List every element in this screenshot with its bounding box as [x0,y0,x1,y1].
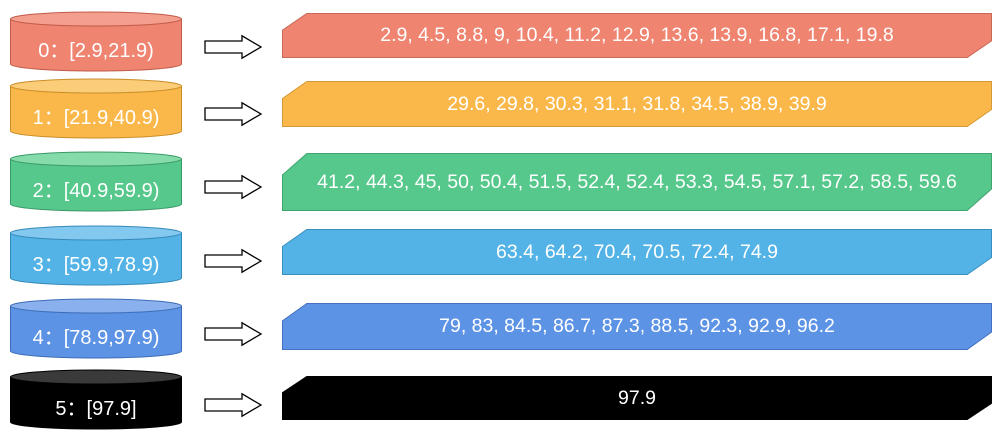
cylinder-shape [10,369,182,430]
cylinder-shape [10,151,182,212]
bucket-values-box: 97.9 [282,376,992,420]
arrow-shape [204,101,263,127]
arrow-shape [204,34,263,60]
bucket-cylinder: 0：[2.9,21.9) [10,11,182,72]
bucket-range-label: 1：[21.9,40.9) [32,107,160,129]
bucket-range-label: 4：[78.9,97.9) [32,327,160,349]
arrow-outline [204,248,263,274]
cylinder-body [10,305,182,359]
cylinder-body [10,158,182,212]
cylinder-top [10,369,182,385]
bucket-values-text: 63.4, 64.2, 70.4, 70.5, 72.4, 74.9 [496,240,778,263]
arrow-shape [204,248,263,274]
cylinder-body [10,232,182,286]
arrow-shape [204,321,263,347]
cylinder-shape [10,78,182,139]
right-arrow-icon [204,248,263,274]
bucket-range-label: 0：[2.9,21.9) [38,40,154,62]
arrow-outline [204,321,263,347]
right-arrow-icon [204,321,263,347]
arrow-outline [204,392,263,418]
right-arrow-icon [204,34,263,60]
arrow-outline [204,101,263,127]
bucket-values-text: 79, 83, 84.5, 86.7, 87.3, 88.5, 92.3, 92… [439,315,835,337]
bucket-cylinder: 3：[59.9,78.9) [10,225,182,286]
bucket-values-box: 41.2, 44.3, 45, 50, 50.4, 51.5, 52.4, 52… [282,153,992,211]
bucket-cylinder: 1：[21.9,40.9) [10,78,182,139]
cylinder-shape [10,11,182,72]
cylinder-top [10,78,182,94]
bucket-values-box: 63.4, 64.2, 70.4, 70.5, 72.4, 74.9 [282,229,992,275]
bucket-values-text: 2.9, 4.5, 8.8, 9, 10.4, 11.2, 12.9, 13.6… [380,24,894,46]
right-arrow-icon [204,101,263,127]
cylinder-body [10,376,182,430]
bucket-values-text: 97.9 [618,386,656,409]
bucket-range-label: 2：[40.9,59.9) [32,180,160,202]
bucket-range-label: 5：[97.9] [55,398,137,420]
cylinder-top [10,151,182,167]
cylinder-body [10,85,182,139]
arrow-shape [204,174,263,200]
arrow-outline [204,34,263,60]
cylinder-top [10,298,182,314]
bucket-cylinder: 4：[78.9,97.9) [10,298,182,359]
right-arrow-icon [204,392,263,418]
bucket-range-label: 3：[59.9,78.9) [32,254,160,276]
bucket-cylinder: 2：[40.9,59.9) [10,151,182,212]
bucket-values-box: 2.9, 4.5, 8.8, 9, 10.4, 11.2, 12.9, 13.6… [282,13,992,58]
cylinder-top [10,11,182,27]
arrow-outline [204,174,263,200]
bucket-values-box: 29.6, 29.8, 30.3, 31.1, 31.8, 34.5, 38.9… [282,81,992,127]
right-arrow-icon [204,174,263,200]
bucket-cylinder: 5：[97.9] [10,369,182,430]
arrow-shape [204,392,263,418]
cylinder-top [10,225,182,241]
cylinder-shape [10,298,182,359]
cylinder-shape [10,225,182,286]
cylinder-body [10,18,182,72]
bucket-values-text: 29.6, 29.8, 30.3, 31.1, 31.8, 34.5, 38.9… [447,92,827,115]
bucket-values-text: 41.2, 44.3, 45, 50, 50.4, 51.5, 52.4, 52… [317,170,957,193]
bucket-values-box: 79, 83, 84.5, 86.7, 87.3, 88.5, 92.3, 92… [282,303,992,350]
